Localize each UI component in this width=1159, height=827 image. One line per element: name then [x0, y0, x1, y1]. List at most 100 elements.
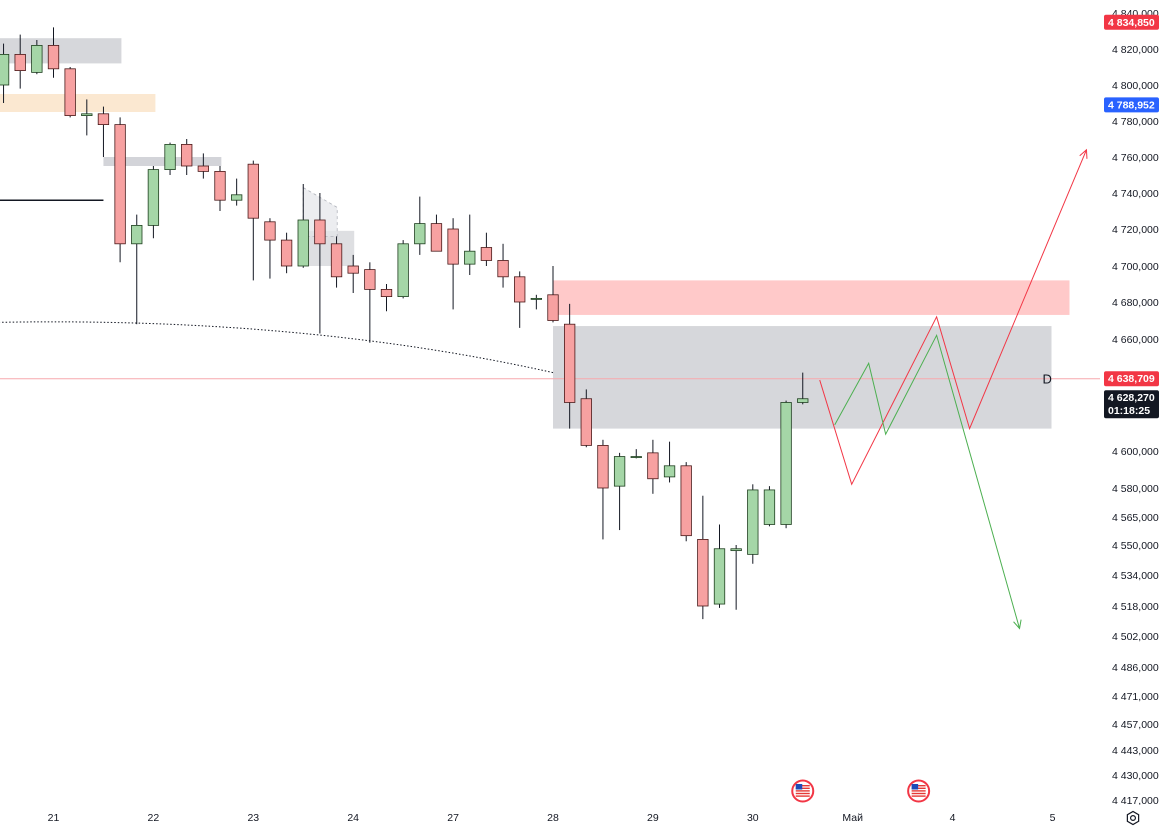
time-tick-label: Май [842, 812, 863, 824]
event-icons-layer[interactable] [791, 779, 931, 803]
candle-down [597, 444, 609, 489]
time-tick-label: 22 [148, 812, 160, 824]
candle-down [380, 288, 393, 297]
dotted-curve [0, 321, 554, 374]
time-axis[interactable]: 21 22 23 24 27 28 29 30 Май 4 5 [0, 805, 1159, 827]
flag-stripe [911, 787, 926, 789]
projection-layer [819, 148, 1088, 630]
candle-down [181, 143, 193, 167]
candle-up [630, 456, 642, 458]
time-tick-label: 24 [347, 812, 359, 824]
candle-up [464, 250, 476, 265]
candle-down [430, 223, 443, 252]
price-tick-label: 4 534,000 [1112, 570, 1159, 582]
price-tags-layer: 4 834,850 4 788,952 4 638,709 4 628,27001:1… [1104, 14, 1159, 419]
price-tick-label: 4 740,000 [1112, 188, 1159, 200]
flag-stripe [795, 785, 810, 787]
flag-stripe [795, 792, 810, 795]
candle-down [114, 124, 126, 245]
time-tick-label: 23 [247, 812, 259, 824]
candle-down [447, 228, 459, 265]
price-tick-label: 4 800,000 [1112, 80, 1159, 92]
price-tick-label: 4 820,000 [1112, 44, 1159, 56]
candle-down [480, 247, 493, 261]
candle-up [747, 489, 759, 555]
price-tag [1104, 390, 1159, 419]
settings-center [1129, 814, 1136, 821]
candles-layer [0, 27, 809, 620]
time-tick-label: 28 [547, 812, 559, 824]
candle-down [264, 221, 276, 241]
price-tag-label: 4 628,270 [1108, 392, 1155, 404]
candle-down [680, 465, 692, 537]
price-tick-label: 4 518,000 [1112, 601, 1159, 613]
time-tick-label: 21 [48, 812, 60, 824]
price-tick-label: 4 565,000 [1112, 512, 1159, 524]
price-tick-label: 4 417,000 [1112, 795, 1159, 807]
price-tick-label: 4 430,000 [1112, 770, 1159, 782]
time-tick-label: 27 [447, 812, 459, 824]
candle-up [730, 548, 742, 552]
price-tag-label: 4 788,952 [1108, 99, 1155, 111]
candle-up [297, 219, 309, 267]
flag-stripe [911, 795, 926, 797]
flag-stripe [795, 787, 810, 789]
projection-path-red [819, 149, 1087, 486]
candle-up [147, 169, 160, 226]
price-tick-label: 4 457,000 [1112, 719, 1159, 731]
zone-gray-2 [103, 157, 222, 166]
candle-down [247, 163, 259, 219]
candle-up [164, 143, 176, 170]
candle-down [330, 243, 343, 278]
candle-up [663, 465, 676, 478]
time-tick-label: 29 [647, 812, 659, 824]
candle-down [64, 68, 76, 117]
candle-up [414, 223, 426, 245]
price-tick-label: 4 550,000 [1112, 540, 1159, 552]
flag-stripe [795, 790, 810, 792]
candle-up [131, 224, 143, 245]
candle-down [514, 276, 526, 303]
price-tick-label: 4 720,000 [1112, 224, 1159, 236]
settings-icon[interactable] [1126, 810, 1140, 826]
candle-up [230, 194, 243, 201]
candle-down [280, 239, 293, 267]
annotation-label: D [1043, 372, 1052, 387]
candle-up [530, 297, 542, 300]
candle-down [647, 452, 659, 480]
flag-stripe [911, 792, 926, 795]
zone-gray-3 [303, 230, 355, 266]
lines-layer [0, 199, 1100, 380]
flag-stripe [911, 790, 926, 792]
us-flag-event-icon[interactable] [907, 779, 931, 803]
us-flag-event-icon[interactable] [791, 779, 815, 803]
candle-down [564, 323, 576, 403]
price-tag [1104, 97, 1159, 113]
zones-layer [0, 38, 1070, 429]
price-tick-label: 4 680,000 [1112, 297, 1159, 309]
candle-up [713, 548, 726, 605]
candle-down [97, 113, 110, 126]
price-tick-label: 4 700,000 [1112, 261, 1159, 273]
time-tick-label: 5 [1050, 812, 1056, 824]
price-tick-label: 4 760,000 [1112, 152, 1159, 164]
candle-up [397, 243, 409, 298]
candle-down [214, 170, 226, 201]
flag-stripe [911, 785, 926, 787]
candle-down [197, 165, 210, 172]
price-tick-label: 4 443,000 [1112, 745, 1159, 757]
candle-down [364, 269, 376, 290]
arrow-head-green [1013, 619, 1022, 630]
candle-up [0, 54, 10, 86]
time-tick-label: 30 [747, 812, 759, 824]
candle-down [697, 539, 709, 607]
arrow-head-red [1079, 148, 1088, 159]
price-tag-label: 4 834,850 [1108, 17, 1155, 29]
annotations-layer: D [1043, 372, 1052, 387]
time-tick-label: 4 [950, 812, 956, 824]
price-tick-label: 4 600,000 [1112, 446, 1159, 458]
flag-canton [795, 784, 803, 790]
candle-up [763, 489, 776, 525]
